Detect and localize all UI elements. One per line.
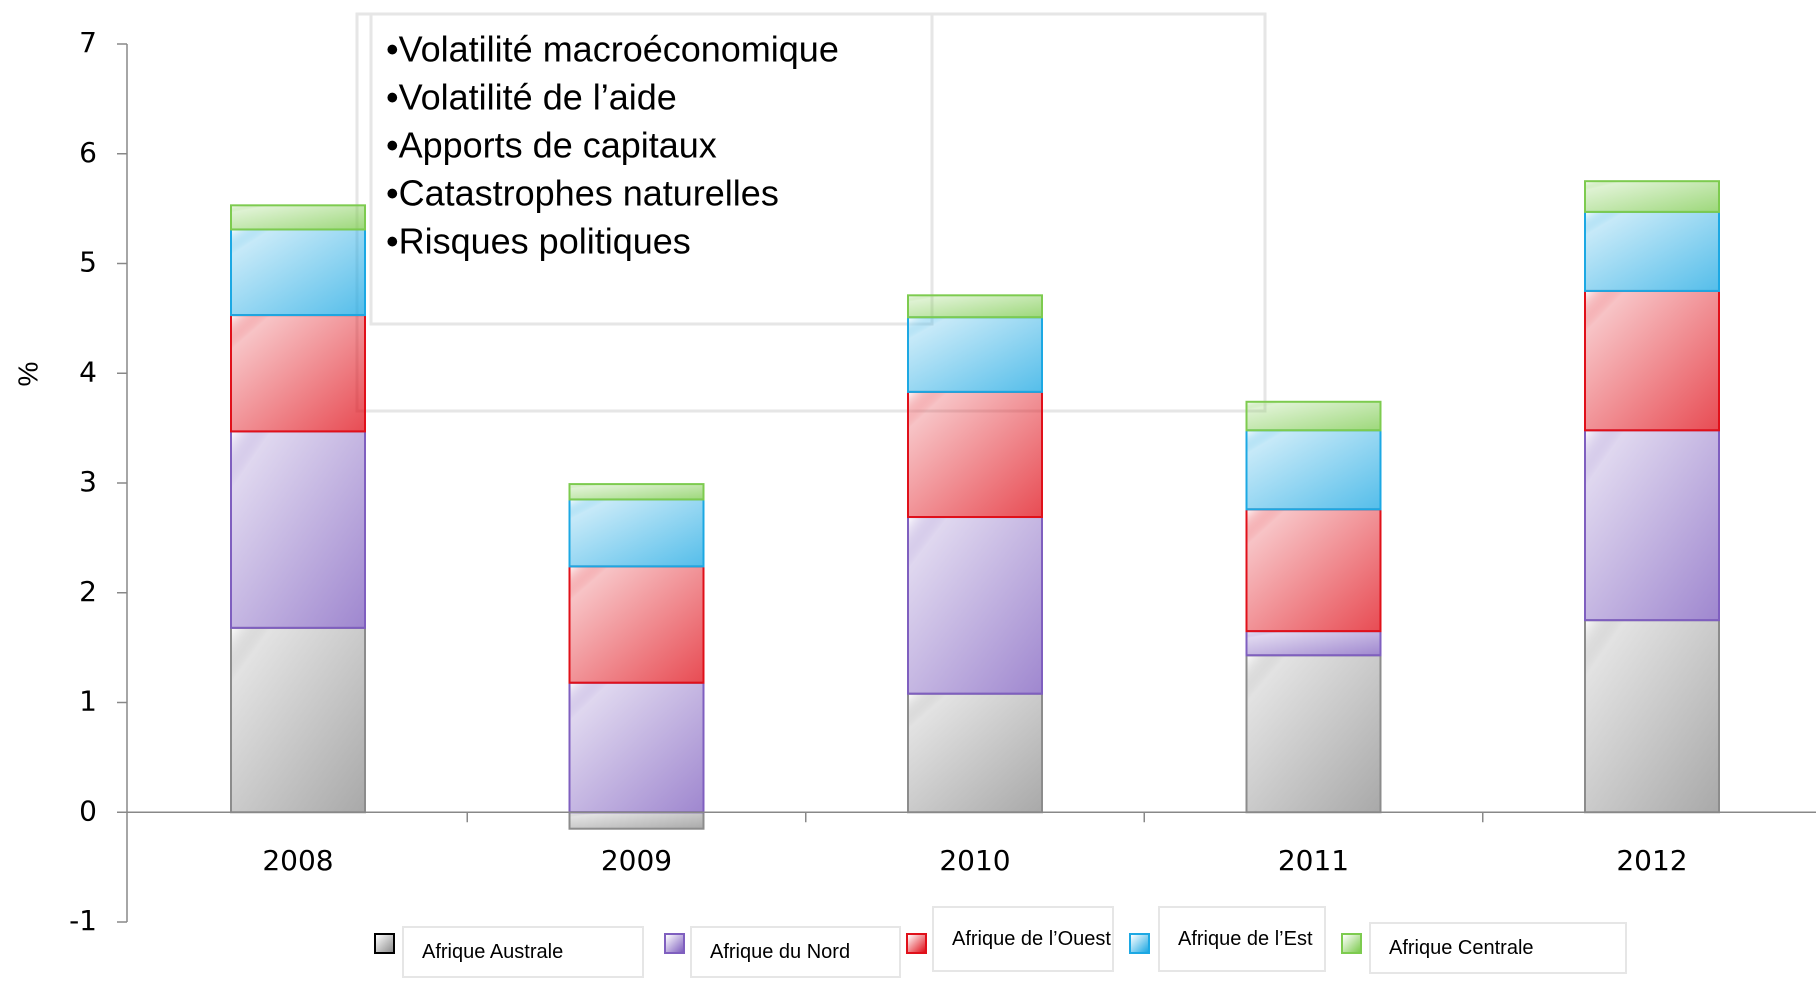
legend-swatch — [1341, 933, 1362, 954]
legend-entry: Afrique Centrale — [1369, 922, 1627, 974]
bar-segment — [907, 294, 1043, 319]
bar-segment — [1245, 429, 1382, 511]
legend-entry: Afrique de l’Est — [1158, 906, 1326, 972]
legend-entry: Afrique du Nord — [690, 926, 901, 978]
bar-segment — [1245, 508, 1382, 633]
annotation-line: •Apports de capitaux — [386, 125, 717, 166]
annotation-box — [369, 12, 934, 326]
y-tick-label: 3 — [79, 465, 97, 498]
annotation-line: •Risques politiques — [386, 221, 691, 262]
bar-segment — [230, 228, 366, 317]
x-tick-label: 2011 — [1278, 844, 1349, 877]
y-tick-label: 0 — [79, 794, 97, 827]
bar-segment — [1584, 180, 1720, 213]
bar-segment — [1584, 619, 1720, 814]
bar-segment — [568, 681, 705, 814]
legend-swatch — [664, 933, 685, 954]
bar-segment — [230, 430, 366, 629]
bar-segment — [907, 390, 1043, 519]
y-tick-label: 5 — [79, 246, 97, 279]
bar-segment — [230, 314, 366, 433]
bar-segment — [568, 811, 705, 830]
bar-segment — [907, 692, 1043, 814]
annotation-line: •Catastrophes naturelles — [386, 173, 779, 214]
x-tick-label: 2012 — [1616, 844, 1687, 877]
legend-swatch — [906, 933, 927, 954]
bar-segment — [230, 204, 366, 231]
bar-segment — [907, 316, 1043, 393]
x-tick-label: 2010 — [939, 844, 1010, 877]
bar-segment — [1584, 210, 1720, 292]
bar-segment — [1584, 429, 1720, 622]
legend-swatch — [1129, 933, 1150, 954]
legend-entry: Afrique de l’Ouest — [932, 906, 1114, 972]
bar-segment — [230, 626, 366, 814]
legend-swatch — [374, 933, 395, 954]
y-tick-label: 7 — [79, 26, 97, 59]
annotation-line: •Volatilité de l’aide — [386, 77, 677, 118]
x-tick-label: 2008 — [262, 844, 333, 877]
legend-entry: Afrique Australe — [402, 926, 644, 978]
y-tick-label: 4 — [79, 355, 97, 388]
bar-segment — [907, 516, 1043, 695]
y-tick-label: 2 — [79, 575, 97, 608]
bar-segment — [568, 483, 705, 501]
y-tick-label: 6 — [79, 136, 97, 169]
y-axis-label: % — [12, 362, 43, 387]
bar-segment — [568, 498, 705, 568]
y-tick-label: 1 — [79, 685, 97, 718]
y-tick-label: -1 — [69, 904, 97, 937]
bar-segment — [1245, 400, 1382, 432]
bar-segment — [1245, 654, 1382, 814]
x-tick-label: 2009 — [601, 844, 672, 877]
bar-segment — [568, 565, 705, 684]
annotation-line: •Volatilité macroéconomique — [386, 29, 839, 70]
bar-segment — [1245, 630, 1382, 657]
bar-segment — [1584, 289, 1720, 432]
